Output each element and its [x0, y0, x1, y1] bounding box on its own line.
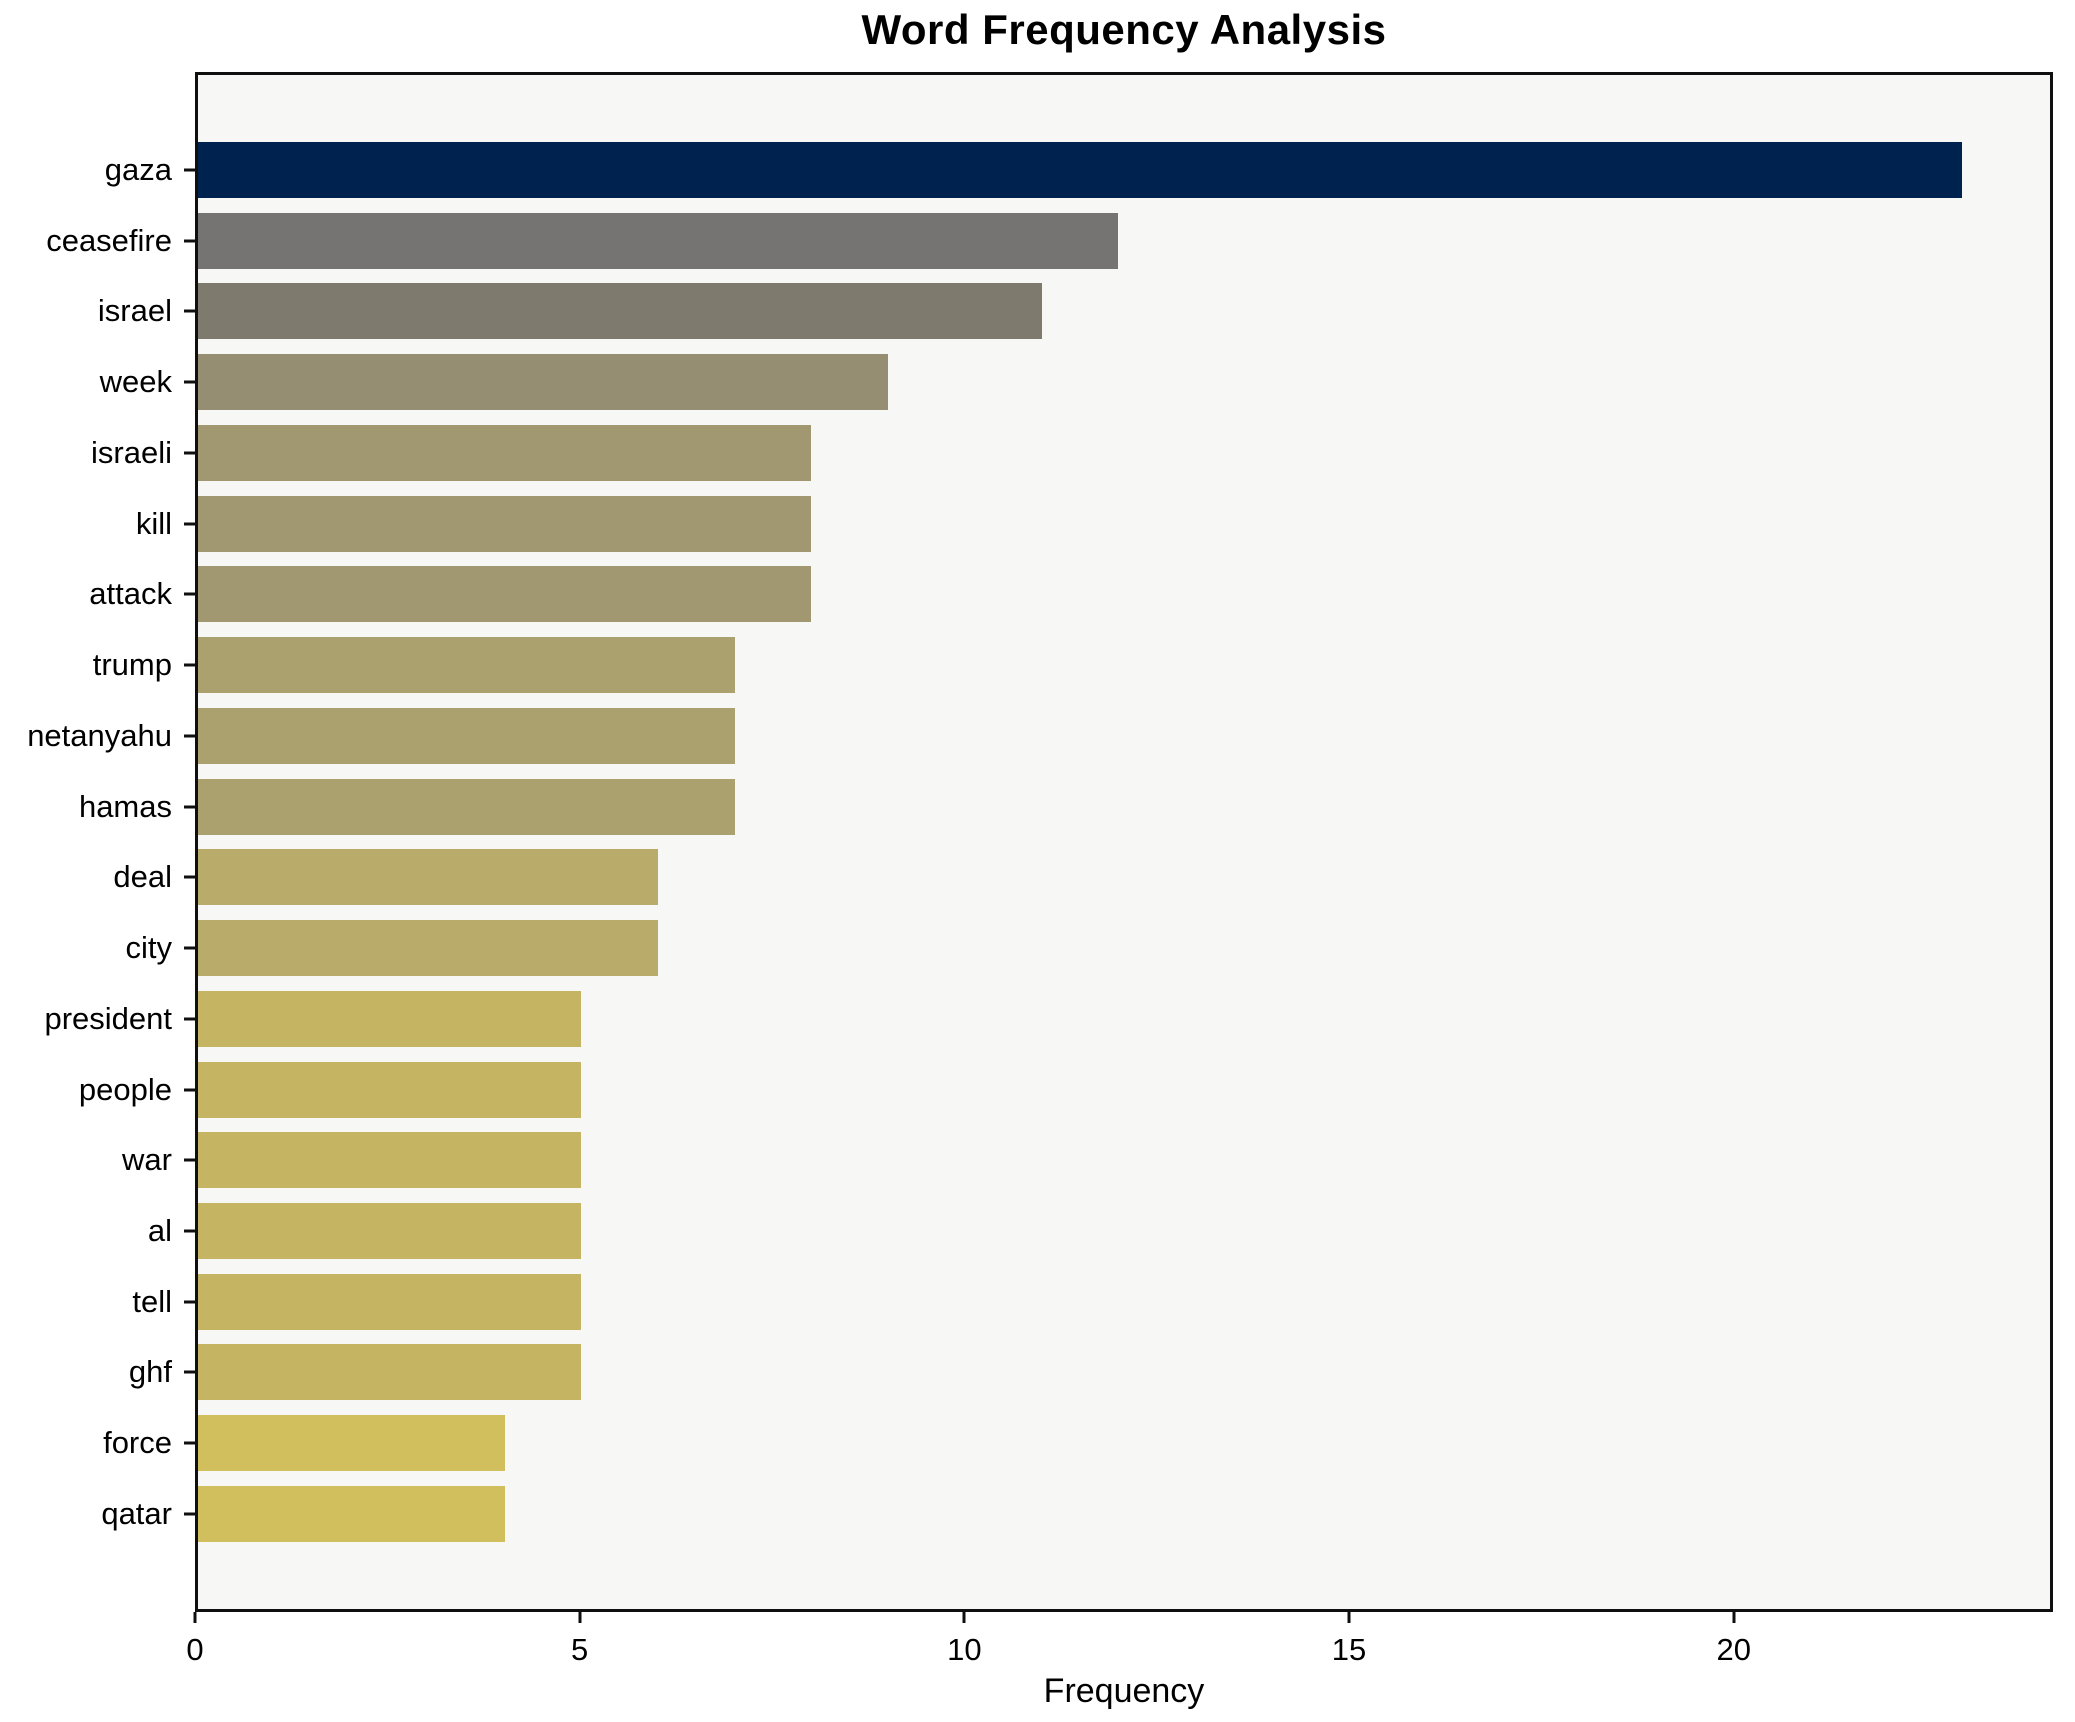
- bar-row-trump: trump: [93, 637, 2050, 694]
- y-tick-president: [184, 1017, 195, 1021]
- y-tick-label-attack: attack: [89, 576, 172, 612]
- bar-row-attack: attack: [89, 566, 2050, 623]
- bar-force: [198, 1415, 505, 1472]
- bar-row-week: week: [100, 354, 2050, 411]
- y-tick-label-president: president: [44, 1000, 172, 1036]
- bar-tell: [198, 1273, 582, 1330]
- bar-qatar: [198, 1485, 505, 1542]
- bar-people: [198, 1061, 582, 1118]
- bar-row-ceasefire: ceasefire: [46, 212, 2050, 269]
- bar-row-deal: deal: [113, 849, 2050, 906]
- y-tick-week: [184, 380, 195, 384]
- bar-war: [198, 1132, 582, 1189]
- x-tick-label-15: 15: [1331, 1632, 1367, 1667]
- y-tick-force: [184, 1441, 195, 1445]
- y-tick-qatar: [184, 1512, 195, 1516]
- y-tick-ghf: [184, 1370, 195, 1374]
- y-tick-attack: [184, 592, 195, 596]
- y-tick-label-tell: tell: [132, 1283, 172, 1319]
- y-tick-label-ghf: ghf: [128, 1354, 172, 1390]
- y-tick-ceasefire: [184, 239, 195, 243]
- y-tick-gaza: [184, 168, 195, 172]
- bar-netanyahu: [198, 707, 735, 764]
- bar-gaza: [198, 142, 1962, 198]
- bar-row-people: people: [79, 1061, 2050, 1118]
- bar-attack: [198, 566, 812, 623]
- y-tick-label-deal: deal: [113, 859, 172, 895]
- bar-row-hamas: hamas: [79, 778, 2050, 835]
- bar-al: [198, 1203, 582, 1260]
- x-tick-label-0: 0: [186, 1632, 204, 1667]
- x-axis: 0 5 10 15 20: [186, 1612, 2053, 1672]
- plot-area: gaza ceasefire israel week israeli kill attack…: [27, 72, 2053, 1612]
- x-tick-10: [962, 1612, 966, 1623]
- x-tick-0: [193, 1612, 197, 1623]
- bar-kill: [198, 495, 812, 552]
- bar-row-israel: israel: [98, 283, 2050, 340]
- x-tick-label-10: 10: [947, 1632, 982, 1667]
- y-tick-label-qatar: qatar: [101, 1495, 172, 1531]
- bar-row-netanyahu: netanyahu: [27, 707, 2050, 764]
- bar-row-president: president: [44, 990, 2050, 1047]
- chart-title: Word Frequency Analysis: [861, 6, 1387, 53]
- y-tick-people: [184, 1088, 195, 1092]
- y-tick-label-netanyahu: netanyahu: [27, 717, 172, 753]
- y-tick-israel: [184, 309, 195, 313]
- bar-row-tell: tell: [132, 1273, 2050, 1330]
- bar-row-kill: kill: [136, 495, 2050, 552]
- y-tick-label-war: war: [122, 1142, 172, 1178]
- y-tick-label-trump: trump: [92, 647, 172, 683]
- bar-israeli: [198, 424, 812, 481]
- x-tick-20: [1732, 1612, 1736, 1623]
- y-tick-label-kill: kill: [135, 505, 172, 541]
- bar-row-war: war: [122, 1132, 2050, 1189]
- y-tick-label-gaza: gaza: [104, 152, 172, 187]
- x-tick-label-5: 5: [571, 1632, 589, 1667]
- y-tick-israeli: [184, 451, 195, 455]
- bar-ceasefire: [198, 212, 1119, 269]
- y-tick-tell: [184, 1300, 195, 1304]
- bar-city: [198, 920, 659, 977]
- x-axis-label: Frequency: [1043, 1672, 1205, 1710]
- bar-hamas: [198, 778, 735, 835]
- bar-trump: [198, 637, 735, 694]
- bar-row-ghf: ghf: [129, 1344, 2050, 1401]
- y-tick-label-israeli: israeli: [91, 434, 172, 470]
- bar-ghf: [198, 1344, 582, 1401]
- y-tick-label-city: city: [125, 930, 173, 966]
- y-tick-hamas: [184, 805, 195, 809]
- bar-deal: [198, 849, 659, 906]
- bar-israel: [198, 283, 1042, 340]
- y-tick-al: [184, 1229, 195, 1233]
- bar-president: [198, 990, 582, 1047]
- y-tick-label-israel: israel: [97, 293, 172, 329]
- x-tick-5: [578, 1612, 582, 1623]
- x-tick-label-20: 20: [1716, 1632, 1751, 1667]
- bar-row-qatar: qatar: [101, 1485, 2050, 1542]
- y-tick-label-week: week: [99, 364, 172, 400]
- bar-row-israeli: israeli: [91, 424, 2050, 481]
- y-tick-deal: [184, 875, 195, 879]
- bar-row-city: city: [126, 920, 2050, 977]
- bar-week: [198, 354, 889, 411]
- y-tick-label-people: people: [78, 1071, 172, 1107]
- y-tick-war: [184, 1158, 195, 1162]
- bar-row-gaza: gaza: [105, 142, 2050, 198]
- y-tick-kill: [184, 522, 195, 526]
- bar-row-al: al: [148, 1203, 2050, 1260]
- bar-row-force: force: [103, 1415, 2050, 1472]
- y-tick-city: [184, 946, 195, 950]
- y-tick-netanyahu: [184, 734, 195, 738]
- y-tick-trump: [184, 663, 195, 667]
- y-tick-label-ceasefire: ceasefire: [46, 222, 172, 258]
- y-tick-label-hamas: hamas: [78, 788, 172, 824]
- y-tick-label-al: al: [147, 1213, 172, 1249]
- x-tick-15: [1347, 1612, 1351, 1623]
- y-tick-label-force: force: [103, 1425, 172, 1461]
